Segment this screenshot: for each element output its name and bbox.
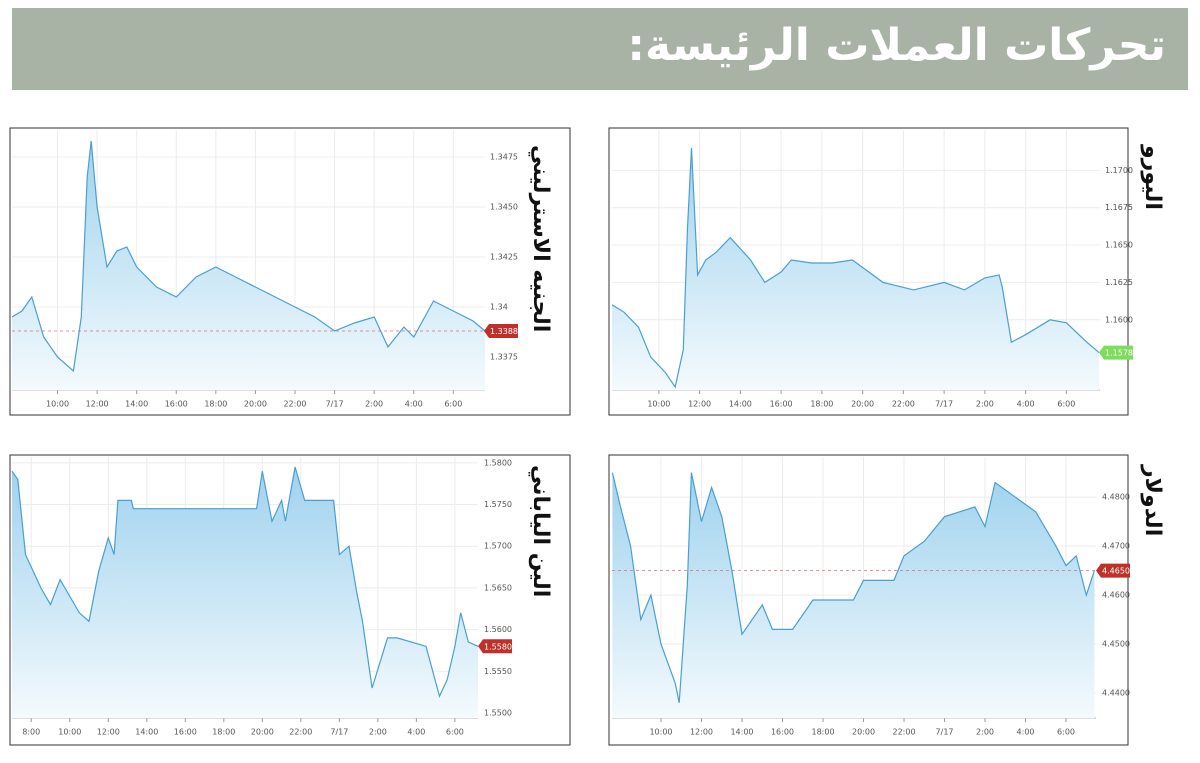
last-value-badge (478, 639, 512, 654)
y-tick-label: 1.5500 (484, 708, 512, 717)
x-tick-label: 18:00 (204, 400, 227, 409)
x-tick-label: 6:00 (1057, 728, 1075, 737)
x-tick-label: 4:00 (1017, 728, 1035, 737)
x-tick-label: 16:00 (770, 400, 793, 409)
x-tick-label: 16:00 (174, 728, 197, 737)
x-tick-label: 2:00 (365, 400, 383, 409)
x-tick-label: 10:00 (58, 728, 81, 737)
y-tick-label: 1.5700 (484, 542, 512, 551)
x-tick-label: 20:00 (244, 400, 267, 409)
x-tick-label: 6:00 (1057, 400, 1075, 409)
x-tick-label: 10:00 (649, 728, 672, 737)
y-tick-label: 1.5800 (484, 458, 512, 467)
x-tick-label: 16:00 (165, 400, 188, 409)
x-tick-label: 2:00 (369, 728, 387, 737)
last-value-label: 1.3388 (490, 327, 518, 336)
x-tick-label: 2:00 (976, 400, 994, 409)
area (12, 467, 478, 718)
x-tick-label: 4:00 (1017, 400, 1035, 409)
y-tick-label: 1.5750 (484, 500, 512, 509)
x-tick-label: 18:00 (810, 400, 833, 409)
x-tick-label: 14:00 (730, 728, 753, 737)
x-tick-label: 7/17 (330, 728, 348, 737)
x-tick-label: 14:00 (125, 400, 148, 409)
x-tick-label: 4:00 (405, 400, 423, 409)
area (612, 472, 1095, 718)
y-tick-label: 1.5550 (484, 667, 512, 676)
x-tick-label: 22:00 (283, 400, 306, 409)
x-tick-label: 6:00 (444, 400, 462, 409)
x-tick-label: 12:00 (86, 400, 109, 409)
y-tick-label: 1.5600 (484, 625, 512, 634)
x-tick-label: 22:00 (289, 728, 312, 737)
last-value-badge (484, 324, 518, 338)
panel-title: الين الياباني (528, 465, 553, 597)
x-tick-label: 22:00 (892, 728, 915, 737)
y-tick-label: 1.1650 (1105, 241, 1133, 250)
x-tick-label: 2:00 (976, 728, 994, 737)
y-tick-label: 1.1700 (1105, 166, 1133, 175)
x-tick-label: 7/17 (326, 400, 344, 409)
y-tick-label: 1.34 (490, 303, 508, 312)
y-tick-label: 4.4600 (1102, 591, 1130, 600)
x-tick-label: 8:00 (22, 728, 40, 737)
x-tick-label: 16:00 (771, 728, 794, 737)
x-tick-label: 4:00 (407, 728, 425, 737)
x-tick-label: 10:00 (46, 400, 69, 409)
line (611, 472, 1095, 703)
y-tick-label: 1.3425 (490, 253, 518, 262)
y-tick-label: 1.3375 (490, 353, 518, 362)
y-tick-label: 1.1600 (1105, 315, 1133, 324)
x-tick-label: 20:00 (851, 400, 874, 409)
line (11, 140, 486, 373)
panel-title: الدولار (1140, 464, 1165, 536)
x-tick-label: 12:00 (690, 728, 713, 737)
last-value-label: 4.4650 (1102, 567, 1130, 576)
x-tick-label: 20:00 (251, 728, 274, 737)
x-tick-label: 18:00 (811, 728, 834, 737)
y-tick-label: 1.1625 (1105, 278, 1133, 287)
y-tick-label: 4.4700 (1102, 542, 1130, 551)
last-value-label: 1.1578 (1105, 349, 1133, 358)
x-tick-label: 18:00 (212, 728, 235, 737)
x-tick-label: 12:00 (688, 400, 711, 409)
page-title: تحركات العملات الرئيسة: (627, 20, 1166, 71)
x-tick-label: 12:00 (97, 728, 120, 737)
last-value-label: 1.5580 (484, 642, 512, 651)
y-tick-label: 1.3450 (490, 203, 518, 212)
last-value-badge (1099, 345, 1133, 360)
x-tick-label: 22:00 (892, 400, 915, 409)
y-tick-label: 4.4800 (1102, 493, 1130, 502)
area (612, 147, 1099, 390)
x-tick-label: 14:00 (729, 400, 752, 409)
x-tick-label: 20:00 (852, 728, 875, 737)
x-tick-label: 14:00 (135, 728, 158, 737)
x-tick-label: 7/17 (936, 728, 954, 737)
y-tick-label: 1.3475 (490, 153, 518, 162)
x-tick-label: 7/17 (935, 400, 953, 409)
line (11, 466, 479, 699)
y-tick-label: 1.1675 (1105, 203, 1133, 212)
x-tick-label: 10:00 (647, 400, 670, 409)
x-tick-label: 6:00 (446, 728, 464, 737)
panel-title: اليورو (1140, 144, 1165, 210)
line (611, 147, 1100, 389)
last-value-badge (1096, 563, 1130, 578)
header-bar: تحركات العملات الرئيسة: (12, 8, 1188, 90)
panel-title: الجنيه الاسترليني (528, 145, 553, 332)
area (12, 141, 485, 390)
y-tick-label: 4.4400 (1102, 689, 1130, 698)
y-tick-label: 4.4500 (1102, 640, 1130, 649)
y-tick-label: 1.5650 (484, 583, 512, 592)
